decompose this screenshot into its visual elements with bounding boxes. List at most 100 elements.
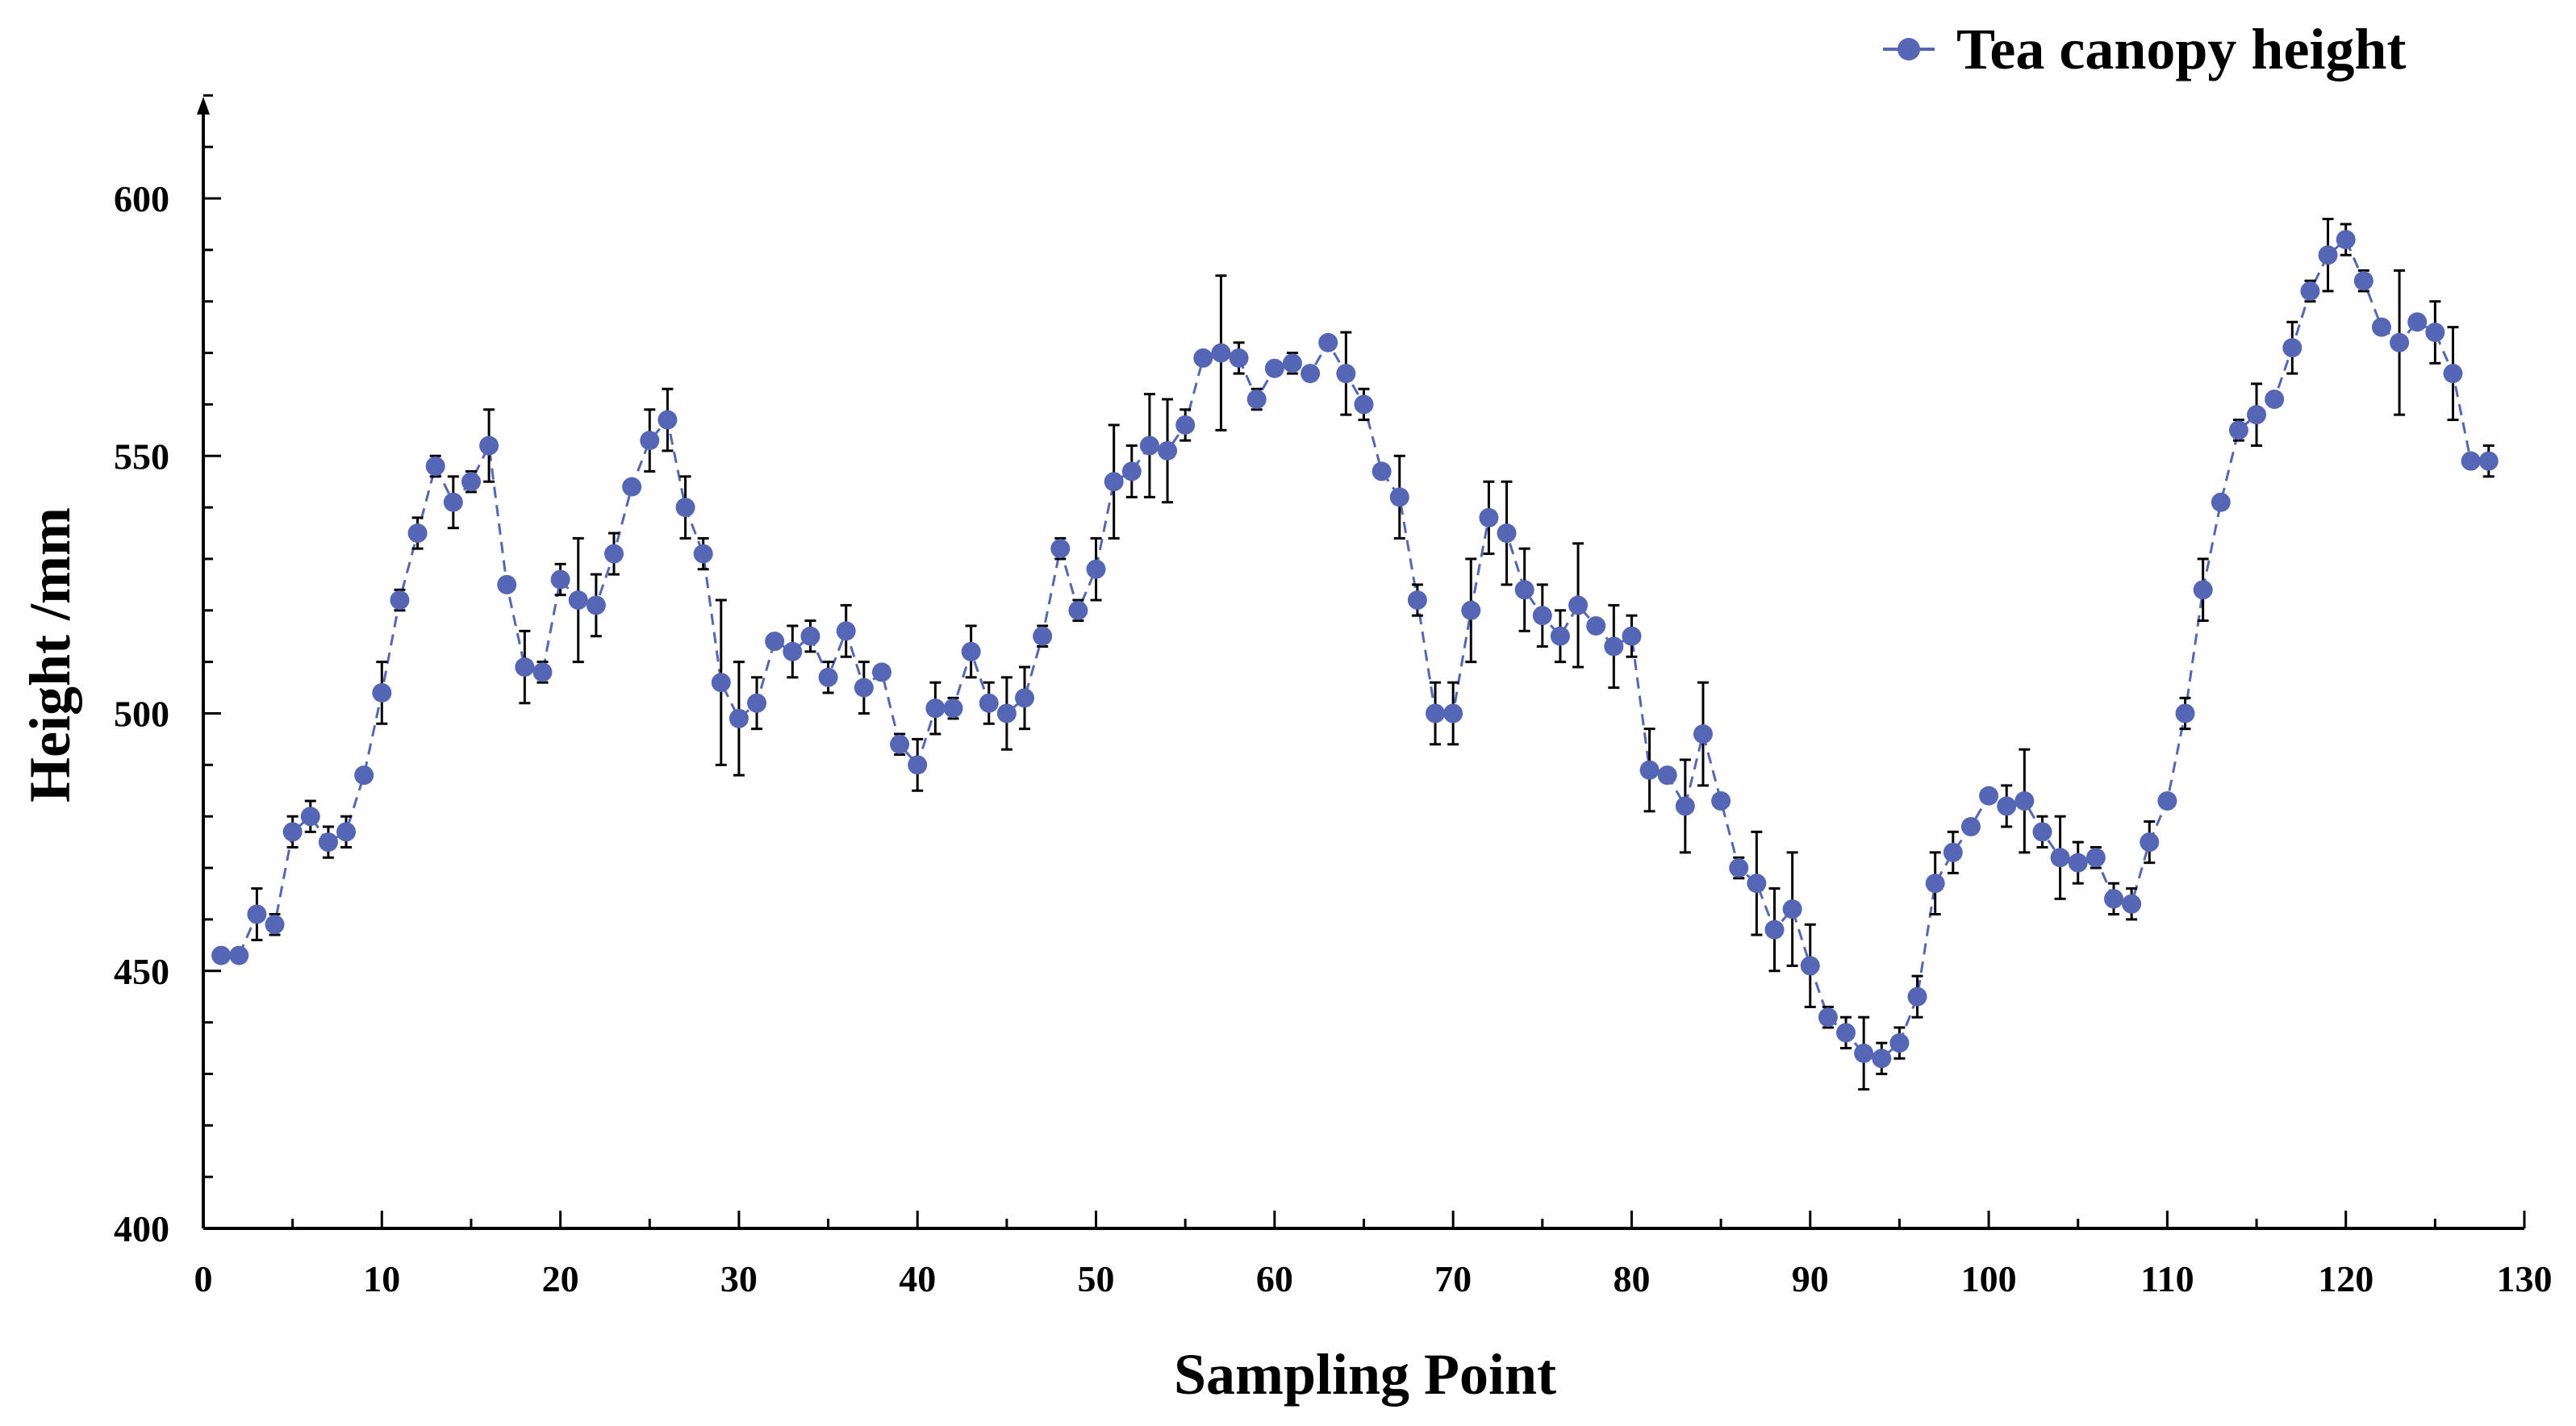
data-point: [318, 832, 338, 853]
data-point: [1604, 636, 1624, 657]
y-tick-label: 450: [114, 951, 169, 992]
data-point: [908, 755, 928, 775]
x-tick-label: 120: [2318, 1258, 2374, 1299]
data-point: [1479, 507, 1499, 527]
data-point: [1497, 523, 1517, 544]
data-point: [229, 945, 249, 965]
x-tick-label: 20: [542, 1258, 579, 1299]
data-point: [443, 492, 463, 512]
data-point: [961, 641, 981, 661]
x-axis-title: Sampling Point: [1174, 1342, 1556, 1407]
data-point: [1693, 724, 1713, 744]
data-point: [1960, 816, 1981, 836]
data-point: [1782, 899, 1802, 919]
data-point: [2103, 889, 2123, 909]
data-point: [2175, 703, 2195, 723]
data-point: [265, 915, 285, 935]
data-point: [2425, 323, 2445, 343]
x-tick-label: 10: [363, 1258, 400, 1299]
data-point: [2461, 451, 2481, 471]
series-dashed-line: [221, 237, 2489, 1060]
x-tick-label: 100: [1961, 1258, 2017, 1299]
data-point: [1461, 600, 1481, 620]
data-point: [1657, 765, 1677, 786]
data-point: [675, 498, 695, 518]
x-tick-label: 70: [1434, 1258, 1472, 1299]
data-point: [1407, 590, 1427, 611]
data-point: [1514, 580, 1534, 600]
data-point: [925, 698, 946, 719]
data-point: [2122, 894, 2142, 914]
data-point: [1301, 364, 1321, 384]
data-point: [1139, 436, 1159, 456]
y-tick-label: 400: [114, 1208, 169, 1249]
data-point: [2336, 230, 2356, 250]
data-point: [871, 662, 891, 682]
data-point: [2371, 317, 2391, 337]
data-point: [1854, 1043, 1874, 1063]
data-point: [711, 673, 731, 693]
data-point: [1586, 615, 1606, 636]
data-point: [658, 410, 678, 430]
x-tick-label: 60: [1256, 1258, 1293, 1299]
data-point: [1443, 703, 1463, 723]
y-tick-label: 600: [114, 178, 169, 219]
data-point: [1836, 1023, 1856, 1043]
data-point: [2068, 853, 2088, 873]
y-axis-title: Height /mm: [18, 507, 82, 803]
data-point: [1318, 332, 1338, 352]
data-point: [2282, 338, 2303, 358]
x-tick-label: 90: [1792, 1258, 1829, 1299]
data-point: [354, 765, 374, 786]
data-point: [372, 682, 392, 703]
data-point: [1979, 786, 1999, 806]
data-point: [282, 822, 303, 842]
data-point: [1121, 461, 1142, 482]
data-point: [2228, 420, 2248, 440]
x-tick-label: 80: [1613, 1258, 1650, 1299]
data-point: [2211, 492, 2231, 512]
data-point: [586, 595, 606, 615]
data-point: [1532, 606, 1552, 626]
data-point: [461, 472, 481, 492]
data-point: [1158, 440, 1178, 461]
data-point: [247, 904, 267, 924]
data-point: [1800, 956, 1820, 976]
data-point: [425, 457, 445, 477]
data-point: [729, 708, 749, 728]
data-point: [800, 626, 820, 646]
data-point: [1372, 461, 1392, 482]
data-point: [1675, 796, 1695, 816]
data-point: [2478, 451, 2499, 471]
data-point: [2193, 580, 2213, 600]
data-point: [2443, 364, 2463, 384]
data-point: [1282, 353, 1302, 373]
data-point: [2353, 271, 2374, 291]
data-point: [854, 678, 874, 698]
data-point: [2032, 822, 2052, 842]
data-point: [211, 945, 232, 965]
data-point: [1050, 539, 1071, 559]
data-point: [1015, 688, 1035, 708]
data-point: [336, 822, 357, 842]
data-point: [1175, 415, 1196, 435]
data-point: [1426, 703, 1446, 723]
x-tick-label: 30: [720, 1258, 758, 1299]
legend-entry-tea-canopy-height: Tea canopy height: [1956, 17, 2406, 81]
data-point: [1246, 390, 1267, 410]
data-point: [1086, 559, 1106, 579]
data-point: [2157, 791, 2177, 811]
data-point: [2050, 848, 2070, 868]
data-point: [1068, 600, 1088, 620]
x-tick-label: 130: [2497, 1258, 2553, 1299]
data-point: [1550, 626, 1570, 646]
data-point: [300, 807, 320, 827]
y-tick-label: 500: [114, 694, 169, 735]
data-point: [479, 436, 499, 456]
data-point: [640, 431, 660, 451]
data-point: [1872, 1049, 1892, 1069]
data-point: [1943, 842, 1963, 862]
data-point: [818, 667, 838, 687]
data-point: [783, 641, 803, 661]
